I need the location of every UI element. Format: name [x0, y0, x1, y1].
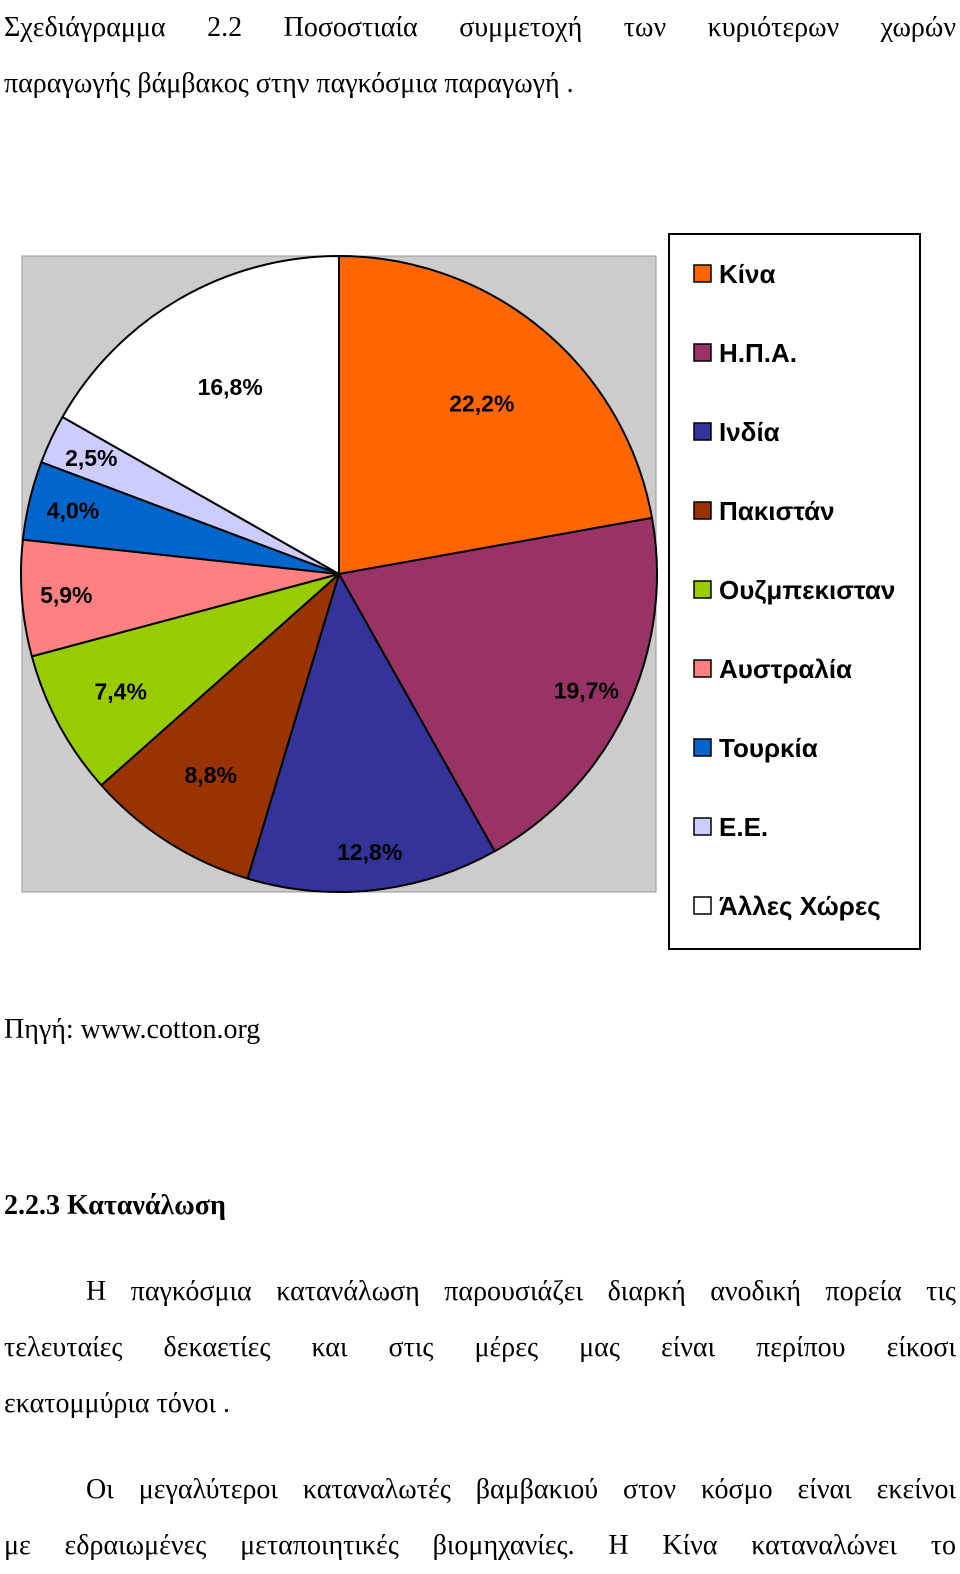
legend-label: Ουζμπεκισταν: [719, 575, 895, 605]
legend: Κίνα Η.Π.Α. Ινδία Πακιστάν Ουζμπεκισταν Αυστρ…: [693, 259, 895, 921]
pie-slices: [20, 255, 658, 893]
caption-line-2: παραγωγής βάμβακος στην παγκόσμια παραγω…: [4, 68, 574, 99]
paragraph-1-line-1: Η παγκόσμια κατανάλωση παρουσιάζει διαρκ…: [86, 1276, 956, 1307]
legend-swatch: [693, 264, 712, 283]
slice-label: 7,4%: [94, 679, 146, 705]
slice-label: 5,9%: [40, 582, 92, 608]
slice-label: 16,8%: [198, 374, 263, 400]
source-note: Πηγή: www.cotton.org: [4, 1014, 261, 1045]
legend-label: Τουρκία: [719, 733, 818, 763]
legend-label: Αυστραλία: [719, 654, 852, 684]
pie-slice: [338, 516, 658, 853]
paragraph-2: Οι μεγαλύτεροι καταναλωτές βαμβακιού στο…: [4, 1462, 956, 1574]
slice-label: 19,7%: [554, 678, 619, 704]
legend-swatch: [693, 896, 712, 915]
legend-label: Ε.Ε.: [719, 812, 768, 842]
legend-label: Πακιστάν: [719, 496, 835, 526]
slice-label: 4,0%: [47, 498, 99, 524]
figure-caption: Σχεδιάγραμμα 2.2 Ποσοστιαία συμμετοχή τω…: [4, 0, 956, 112]
legend-label: Άλλες Χώρες: [719, 891, 881, 921]
legend-label: Η.Π.Α.: [719, 338, 797, 368]
legend-swatch: [693, 659, 712, 678]
paragraph-1-line-2: τελευταίες δεκαετίες και στις μέρες μας …: [4, 1332, 956, 1363]
caption-line-1: Σχεδιάγραμμα 2.2 Ποσοστιαία συμμετοχή τω…: [4, 12, 956, 43]
legend-swatch: [693, 817, 712, 836]
pie-chart: 22,2% 19,7% 12,8% 8,8% 7,4% 5,9% 4,0% 2,5% 16,8%…: [0, 230, 960, 960]
pie-slice: [100, 573, 340, 880]
paragraph-1: Η παγκόσμια κατανάλωση παρουσιάζει διαρκ…: [4, 1264, 956, 1432]
slice-label: 2,5%: [65, 445, 117, 471]
legend-swatch: [693, 343, 712, 362]
paragraph-2-line-1: Οι μεγαλύτεροι καταναλωτές βαμβακιού στο…: [86, 1474, 956, 1505]
legend-label: Ινδία: [719, 417, 780, 447]
legend-swatch: [693, 422, 712, 441]
pie-slice: [30, 573, 340, 787]
pie-slice: [338, 255, 654, 575]
pie-slice: [61, 255, 340, 575]
legend-label: Κίνα: [719, 259, 775, 289]
legend-swatch: [693, 738, 712, 757]
pie-slice: [246, 573, 496, 893]
legend-swatch: [693, 580, 712, 599]
slice-label: 12,8%: [337, 839, 402, 865]
section-heading: 2.2.3 Κατανάλωση: [4, 1190, 226, 1221]
paragraph-2-line-2: με εδραιωμένες μεταποιητικές βιομηχανίες…: [4, 1530, 956, 1561]
slice-labels: 22,2% 19,7% 12,8% 8,8% 7,4% 5,9% 4,0% 2,5% 16,8%: [40, 374, 619, 865]
slice-label: 22,2%: [449, 390, 514, 416]
slice-label: 8,8%: [184, 762, 236, 788]
paragraph-1-line-3: εκατομμύρια τόνοι .: [4, 1388, 231, 1419]
legend-swatch: [693, 501, 712, 520]
pie-chart-svg: 22,2% 19,7% 12,8% 8,8% 7,4% 5,9% 4,0% 2,5% 16,8%…: [20, 233, 921, 950]
